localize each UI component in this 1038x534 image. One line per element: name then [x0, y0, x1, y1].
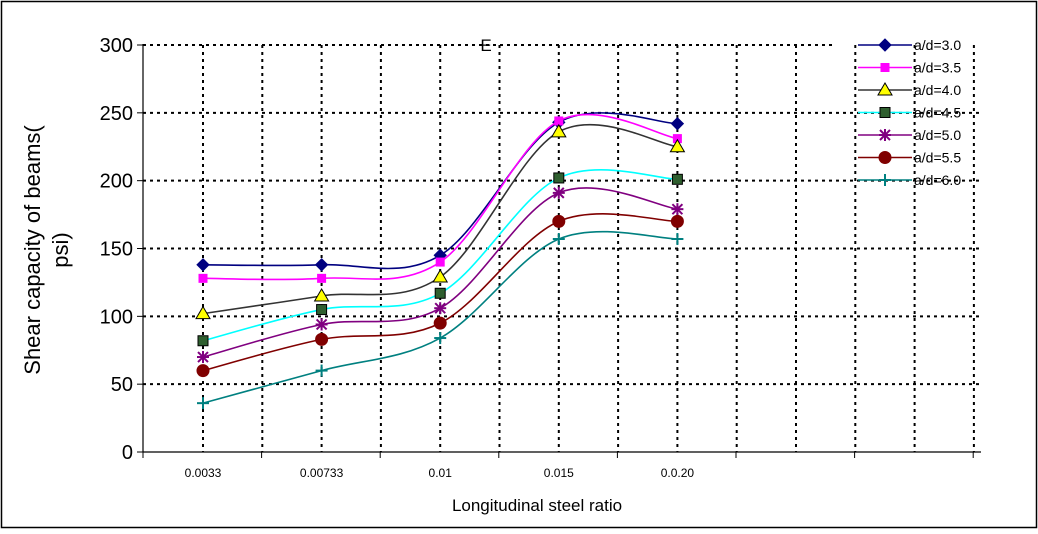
x-tick-label: 0.00733	[300, 466, 344, 480]
y-axis-title-line1: Shear capacity of beams(	[20, 125, 45, 375]
y-tick-label: 200	[100, 171, 133, 193]
legend-marker	[878, 151, 892, 164]
y-axis-title-line2: psi)	[48, 232, 73, 267]
x-axis-title: Longitudinal steel ratio	[452, 496, 622, 515]
legend-entry: a/d=5.5	[858, 150, 961, 166]
legend-label: a/d=5.0	[914, 127, 961, 143]
data-point	[670, 214, 684, 228]
data-point	[196, 258, 210, 272]
data-point	[433, 316, 447, 330]
x-tick-label: 0.0.20	[661, 466, 695, 480]
axes: 0 50 100 150 200 250 300 0.0033 0.00733 0.01 0.015…	[100, 35, 981, 480]
data-point	[435, 257, 445, 267]
data-point	[317, 273, 327, 283]
series-group	[195, 112, 686, 410]
data-point	[671, 173, 683, 185]
data-point	[313, 287, 330, 302]
data-point	[434, 302, 447, 315]
legend-marker	[879, 107, 891, 118]
data-point	[197, 335, 209, 347]
legend-label: a/d=5.5	[914, 150, 961, 166]
data-point	[552, 186, 565, 199]
series-a-d-4-5	[197, 169, 683, 347]
data-point	[315, 364, 328, 377]
y-tick-label: 0	[122, 442, 133, 464]
series-a-d-4-0	[195, 123, 686, 320]
data-point	[197, 397, 209, 410]
data-point	[316, 304, 328, 316]
legend-label: a/d=3.5	[914, 60, 961, 76]
data-point	[434, 287, 446, 299]
data-point	[196, 364, 210, 378]
y-tick-label: 300	[100, 35, 133, 57]
x-tick-label: 0.0033	[185, 466, 222, 480]
series-a-d-6-0	[197, 230, 684, 410]
legend-label: a/d=6.0	[914, 172, 961, 188]
y-tick-label: 150	[100, 239, 133, 261]
data-point	[671, 203, 684, 216]
legend-entry: a/d=4.0	[858, 82, 961, 98]
data-point	[432, 268, 449, 283]
legend-entry: a/d=4.5	[858, 105, 961, 121]
data-point	[315, 318, 328, 331]
legend-marker	[880, 63, 890, 72]
x-tick-label: 0.01	[429, 466, 453, 480]
data-point	[315, 332, 329, 346]
legend-entry: a/d=6.0	[858, 172, 961, 188]
legend-marker	[879, 129, 891, 141]
x-tick-label: 0.015	[544, 466, 574, 480]
legend-marker	[878, 38, 892, 52]
annotation-label: E	[480, 36, 491, 55]
y-tick-label: 100	[100, 306, 133, 328]
legend-marker	[877, 82, 893, 96]
legend: a/d=3.0 a/d=3.5 a/d=4.0 a/d=4.5 a/d=5.0 a/d=5…	[858, 37, 961, 188]
data-point	[198, 273, 208, 283]
series-a-d-5-0	[197, 186, 684, 364]
data-point	[670, 116, 685, 131]
data-point	[553, 172, 565, 184]
legend-marker	[879, 174, 891, 186]
series-line	[202, 112, 678, 270]
y-tick-label: 50	[111, 374, 133, 396]
data-point	[314, 258, 329, 272]
series-a-d-5-5	[196, 213, 684, 378]
data-point	[550, 123, 567, 138]
data-point	[669, 138, 686, 153]
legend-entry: a/d=3.5	[858, 60, 961, 76]
data-point	[195, 305, 211, 320]
legend-label: a/d=4.5	[914, 105, 961, 121]
series-line	[202, 123, 678, 315]
legend-entry: a/d=5.0	[858, 127, 961, 143]
legend-label: a/d=4.0	[914, 82, 961, 98]
data-point	[671, 233, 684, 246]
data-point	[552, 233, 565, 246]
grid	[143, 44, 981, 452]
y-tick-label: 250	[100, 103, 133, 125]
data-point	[552, 214, 566, 228]
legend-label: a/d=3.0	[914, 37, 961, 53]
data-point	[434, 332, 447, 345]
data-point	[554, 116, 564, 126]
legend-entry: a/d=3.0	[858, 37, 961, 53]
data-point	[197, 351, 209, 364]
series-a-d-3-5	[198, 113, 682, 283]
